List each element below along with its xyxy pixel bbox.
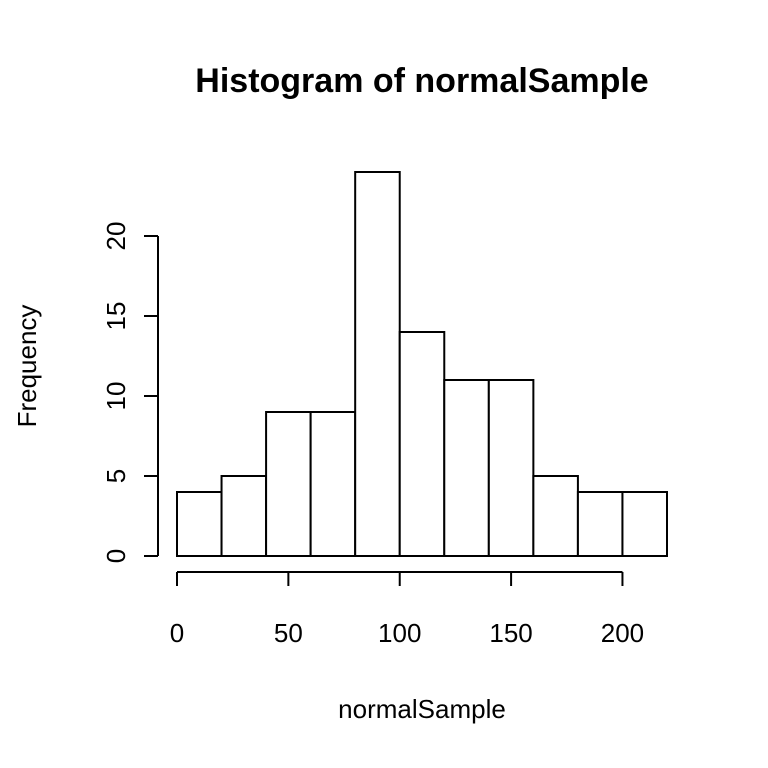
y-tick-label-2: 10 bbox=[101, 382, 131, 411]
histogram-bar-8 bbox=[532, 475, 579, 557]
y-tick-label-4: 20 bbox=[101, 222, 131, 251]
histogram-bar-5 bbox=[398, 331, 446, 557]
histogram-bar-10 bbox=[621, 491, 668, 557]
histogram-bar-6 bbox=[443, 379, 490, 557]
x-tick-label-2: 100 bbox=[378, 618, 421, 648]
histogram-bar-4 bbox=[354, 171, 401, 557]
y-tick-label-3: 15 bbox=[101, 302, 131, 331]
bars-group bbox=[176, 171, 668, 557]
x-axis: 0 50 100 150 200 bbox=[170, 571, 644, 648]
chart-title: Histogram of normalSample bbox=[195, 62, 648, 100]
x-tick-label-1: 50 bbox=[274, 618, 303, 648]
y-tick-label-0: 0 bbox=[101, 549, 131, 563]
histogram-bar-0 bbox=[176, 491, 223, 557]
histogram-bar-2 bbox=[265, 411, 312, 557]
y-tick-label-1: 5 bbox=[101, 469, 131, 483]
x-tick-label-3: 150 bbox=[489, 618, 532, 648]
histogram-bar-7 bbox=[487, 379, 535, 557]
x-tick-label-0: 0 bbox=[170, 618, 184, 648]
histogram-bar-3 bbox=[309, 411, 357, 557]
x-tick-label-4: 200 bbox=[601, 618, 644, 648]
y-axis: 0 5 10 15 20 bbox=[101, 222, 159, 563]
x-axis-label: normalSample bbox=[338, 694, 506, 724]
y-axis-label: Frequency bbox=[12, 305, 42, 428]
histogram-bar-9 bbox=[576, 491, 624, 557]
histogram-bar-1 bbox=[220, 475, 268, 557]
